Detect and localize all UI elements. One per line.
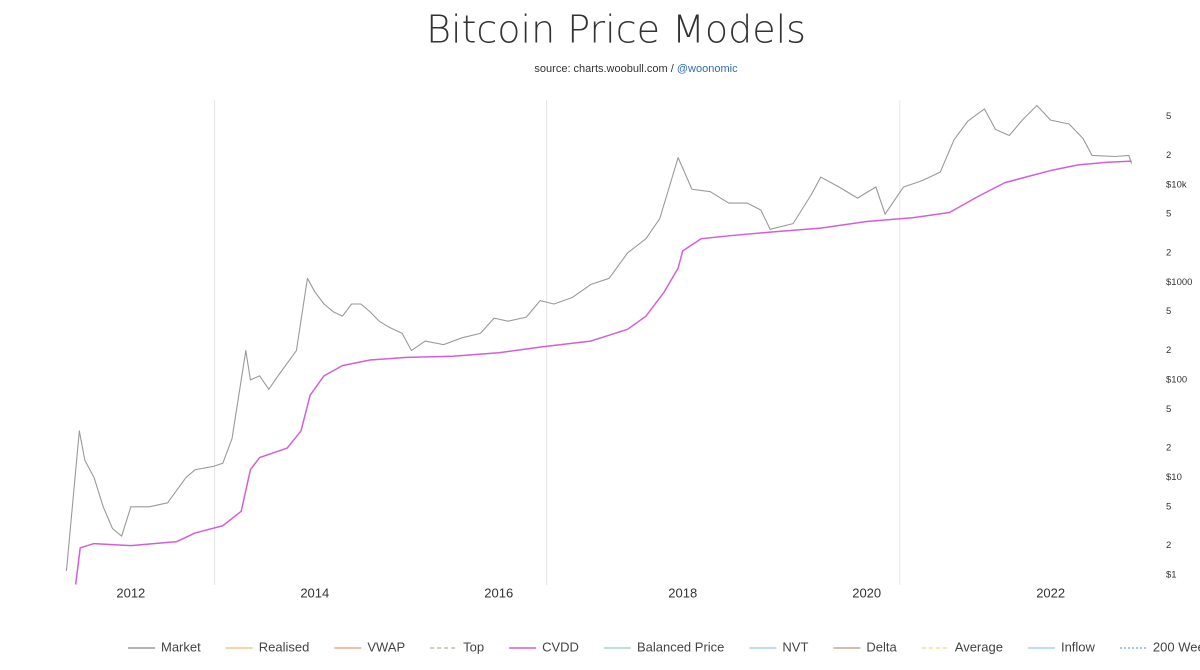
chart-title: Bitcoin Price Models [426, 8, 806, 52]
legend-label[interactable]: VWAP [367, 639, 405, 654]
series-line [65, 104, 1133, 572]
y-tick-label: $1 [1166, 570, 1177, 581]
x-tick-label: 2018 [668, 585, 697, 600]
plot-area: $1 2 5 $10 2 5 $100 2 5 $1000 2 5 $10k 2 5 2012 2014 2016… [65, 100, 1192, 600]
legend-label[interactable]: Inflow [1061, 639, 1096, 654]
legend-label[interactable]: Top [463, 639, 484, 654]
legend-label[interactable]: Average [955, 639, 1003, 654]
y-tick-label: $100 [1166, 374, 1187, 385]
y-tick-label: 2 [1166, 345, 1171, 356]
y-tick-label: 5 [1166, 501, 1171, 512]
chart-subtitle: source: charts.woobull.com / @woonomic [534, 63, 738, 75]
x-tick-label: 2016 [484, 585, 513, 600]
y-tick-label: 5 [1166, 209, 1171, 220]
legend-label[interactable]: Realised [259, 639, 310, 654]
y-tick-label: $10 [1166, 472, 1182, 483]
legend-label[interactable]: CVDD [542, 639, 579, 654]
legend-label[interactable]: Delta [866, 639, 897, 654]
subtitle-link[interactable]: @woonomic [677, 63, 738, 75]
x-tick-label: 2020 [852, 585, 881, 600]
legend: Market Realised VWAP Top CVDD Balanced Price N… [128, 639, 1200, 654]
x-tick-label: 2012 [116, 585, 145, 600]
y-tick-label: 2 [1166, 150, 1171, 161]
legend-label[interactable]: Market [161, 639, 201, 654]
series-line [74, 160, 1132, 585]
y-tick-label: $1000 [1166, 277, 1192, 288]
y-tick-label: $10k [1166, 179, 1187, 190]
legend-label[interactable]: NVT [782, 639, 808, 654]
y-tick-label: 5 [1166, 111, 1171, 122]
x-tick-label: 2014 [300, 585, 329, 600]
y-tick-label: 5 [1166, 404, 1171, 415]
y-tick-label: 2 [1166, 540, 1171, 551]
x-tick-label: 2022 [1036, 585, 1065, 600]
y-tick-label: 2 [1166, 248, 1171, 259]
legend-label[interactable]: 200 Week MA [1153, 639, 1200, 654]
legend-label[interactable]: Balanced Price [637, 639, 724, 654]
y-tick-label: 2 [1166, 443, 1171, 454]
y-tick-label: 5 [1166, 306, 1171, 317]
subtitle-source: source: charts.woobull.com / [534, 63, 674, 75]
